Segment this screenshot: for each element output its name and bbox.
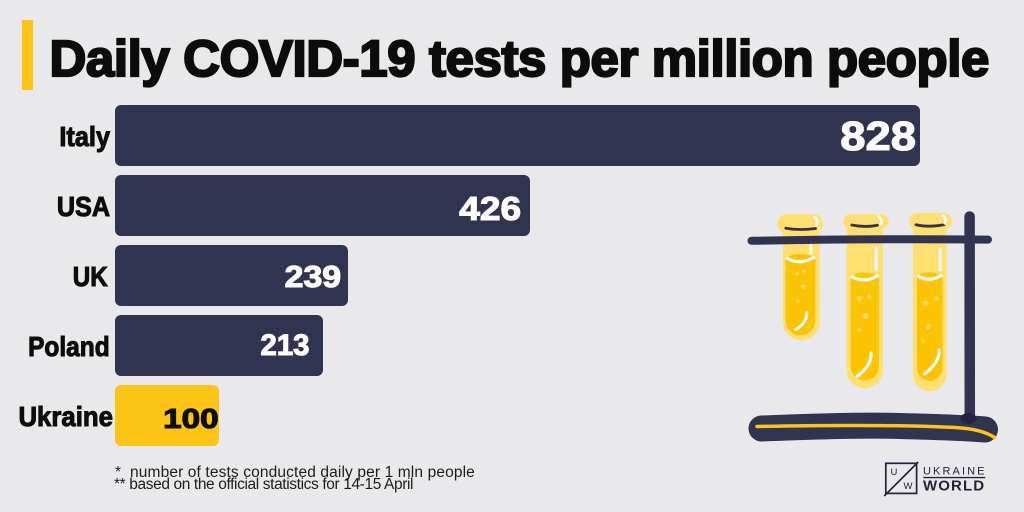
svg-text:U: U xyxy=(891,467,898,478)
svg-text:UKRAINE: UKRAINE xyxy=(923,466,987,478)
svg-text:W: W xyxy=(904,481,913,492)
svg-text:WORLD: WORLD xyxy=(923,478,985,495)
